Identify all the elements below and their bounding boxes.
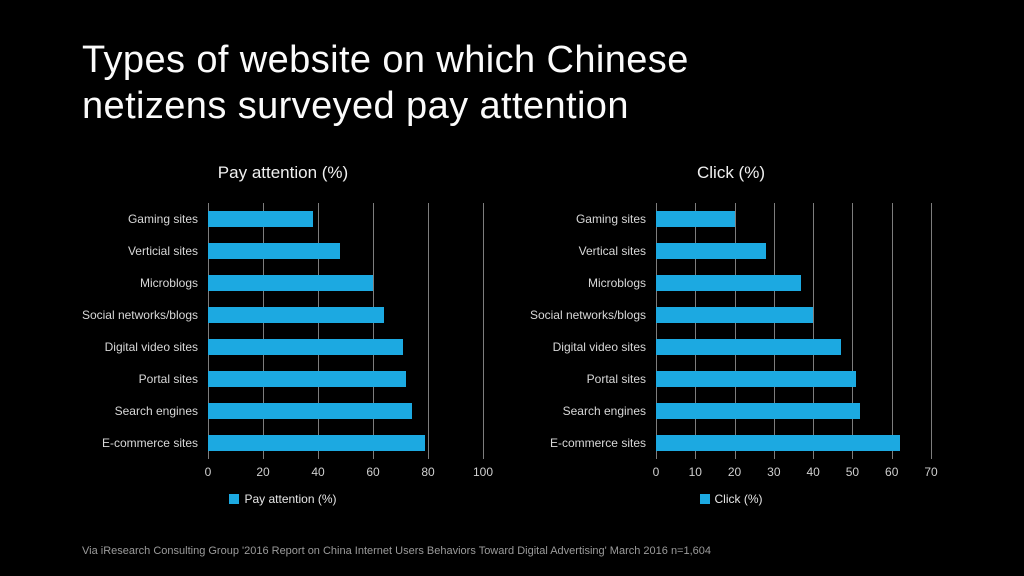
gridline: [891, 203, 893, 459]
gridline: [318, 203, 319, 459]
axis-tick-label: 100: [472, 465, 494, 479]
bar: [656, 403, 861, 419]
category-label: Digital video sites: [104, 340, 198, 354]
bar-plot: [656, 203, 932, 459]
axis-tick-label: 0: [652, 465, 660, 479]
bar-plot: [208, 203, 484, 459]
gridline: [695, 203, 697, 459]
gridline: [263, 203, 264, 459]
bar: [208, 371, 406, 387]
axis-tick-label: 50: [845, 465, 860, 479]
axis-tick-label: 30: [767, 465, 781, 479]
legend-click: Click (%): [531, 492, 931, 506]
chart-pay-attention: Pay attention (%) Gaming sites Verticial …: [81, 158, 493, 506]
bar: [656, 371, 857, 387]
legend-pay-attention: Pay attention (%): [83, 492, 483, 506]
legend-swatch-icon: [229, 494, 240, 504]
bar: [656, 211, 735, 227]
axis-tick-label: 60: [366, 465, 380, 479]
bar: [208, 275, 373, 291]
bar: [208, 339, 404, 355]
bar: [656, 435, 900, 451]
category-label: Vertical sites: [578, 244, 646, 258]
gridline: [483, 203, 484, 459]
axis-tick-label: 0: [204, 465, 212, 479]
gridline: [428, 203, 429, 459]
category-axis: Gaming sites Vertical sites Microblogs Soci…: [529, 203, 656, 459]
category-label: Search engines: [562, 404, 646, 418]
category-label: Gaming sites: [575, 212, 646, 226]
gridline: [773, 203, 775, 459]
source-citation: Via iResearch Consulting Group '2016 Rep…: [82, 545, 712, 557]
gridline: [373, 203, 374, 459]
gridline: [208, 203, 209, 459]
axis-tick-label: 40: [311, 465, 325, 479]
category-label: Microblogs: [139, 276, 198, 290]
gridline: [931, 203, 932, 459]
category-label: Microblogs: [587, 276, 646, 290]
axis-tick-label: 40: [806, 465, 820, 479]
axis-tick-label: 20: [727, 465, 742, 479]
gridline: [852, 203, 854, 459]
legend-label: Pay attention (%): [244, 492, 337, 506]
gridline: [656, 203, 657, 459]
bar: [656, 339, 841, 355]
chart-click: Click (%) Gaming sites Vertical sites Micr…: [529, 158, 938, 506]
category-label: Social networks/blogs: [529, 308, 646, 322]
axis-tick-label: 60: [885, 465, 899, 479]
axis-tick-label: 10: [688, 465, 702, 479]
category-label: Search engines: [114, 404, 198, 418]
page-title-line1: Types of website on which Chinese: [82, 39, 689, 81]
value-axis: 0 20 40 60 80 100: [204, 459, 493, 483]
axis-tick-label: 80: [421, 465, 435, 479]
bar: [656, 307, 814, 323]
chart-title-pay-attention: Pay attention (%): [217, 163, 349, 182]
chart-plot-area: Gaming sites Vertical sites Microblogs Soci…: [529, 203, 932, 459]
legend-swatch-icon: [699, 494, 710, 504]
category-label: E-commerce sites: [101, 436, 198, 450]
axis-tick-label: 20: [256, 465, 270, 479]
bar: [208, 307, 384, 323]
gridline: [813, 203, 815, 459]
category-label: E-commerce sites: [549, 436, 646, 450]
page-title: Types of website on which Chinese netizen…: [82, 38, 689, 129]
gridline: [734, 203, 736, 459]
legend-label: Click (%): [714, 492, 763, 506]
value-axis: 0 10 20 30 40 50 60 70: [652, 459, 938, 483]
page-title-line2: netizens surveyed pay attention: [82, 84, 629, 127]
category-label: Verticial sites: [127, 244, 198, 258]
axis-tick-label: 70: [924, 465, 938, 479]
category-label: Gaming sites: [127, 212, 198, 226]
bar: [208, 243, 340, 259]
chart-title-click: Click (%): [697, 163, 765, 182]
bar: [208, 211, 313, 227]
category-axis: Gaming sites Verticial sites Microblogs Soc…: [81, 203, 208, 459]
chart-plot-area: Gaming sites Verticial sites Microblogs Soc…: [81, 203, 484, 459]
category-label: Digital video sites: [552, 340, 646, 354]
category-label: Portal sites: [138, 372, 198, 386]
category-label: Social networks/blogs: [81, 308, 198, 322]
category-label: Portal sites: [586, 372, 646, 386]
bar: [208, 435, 426, 451]
bar: [208, 403, 412, 419]
bar: [656, 243, 766, 259]
bar: [656, 275, 802, 291]
